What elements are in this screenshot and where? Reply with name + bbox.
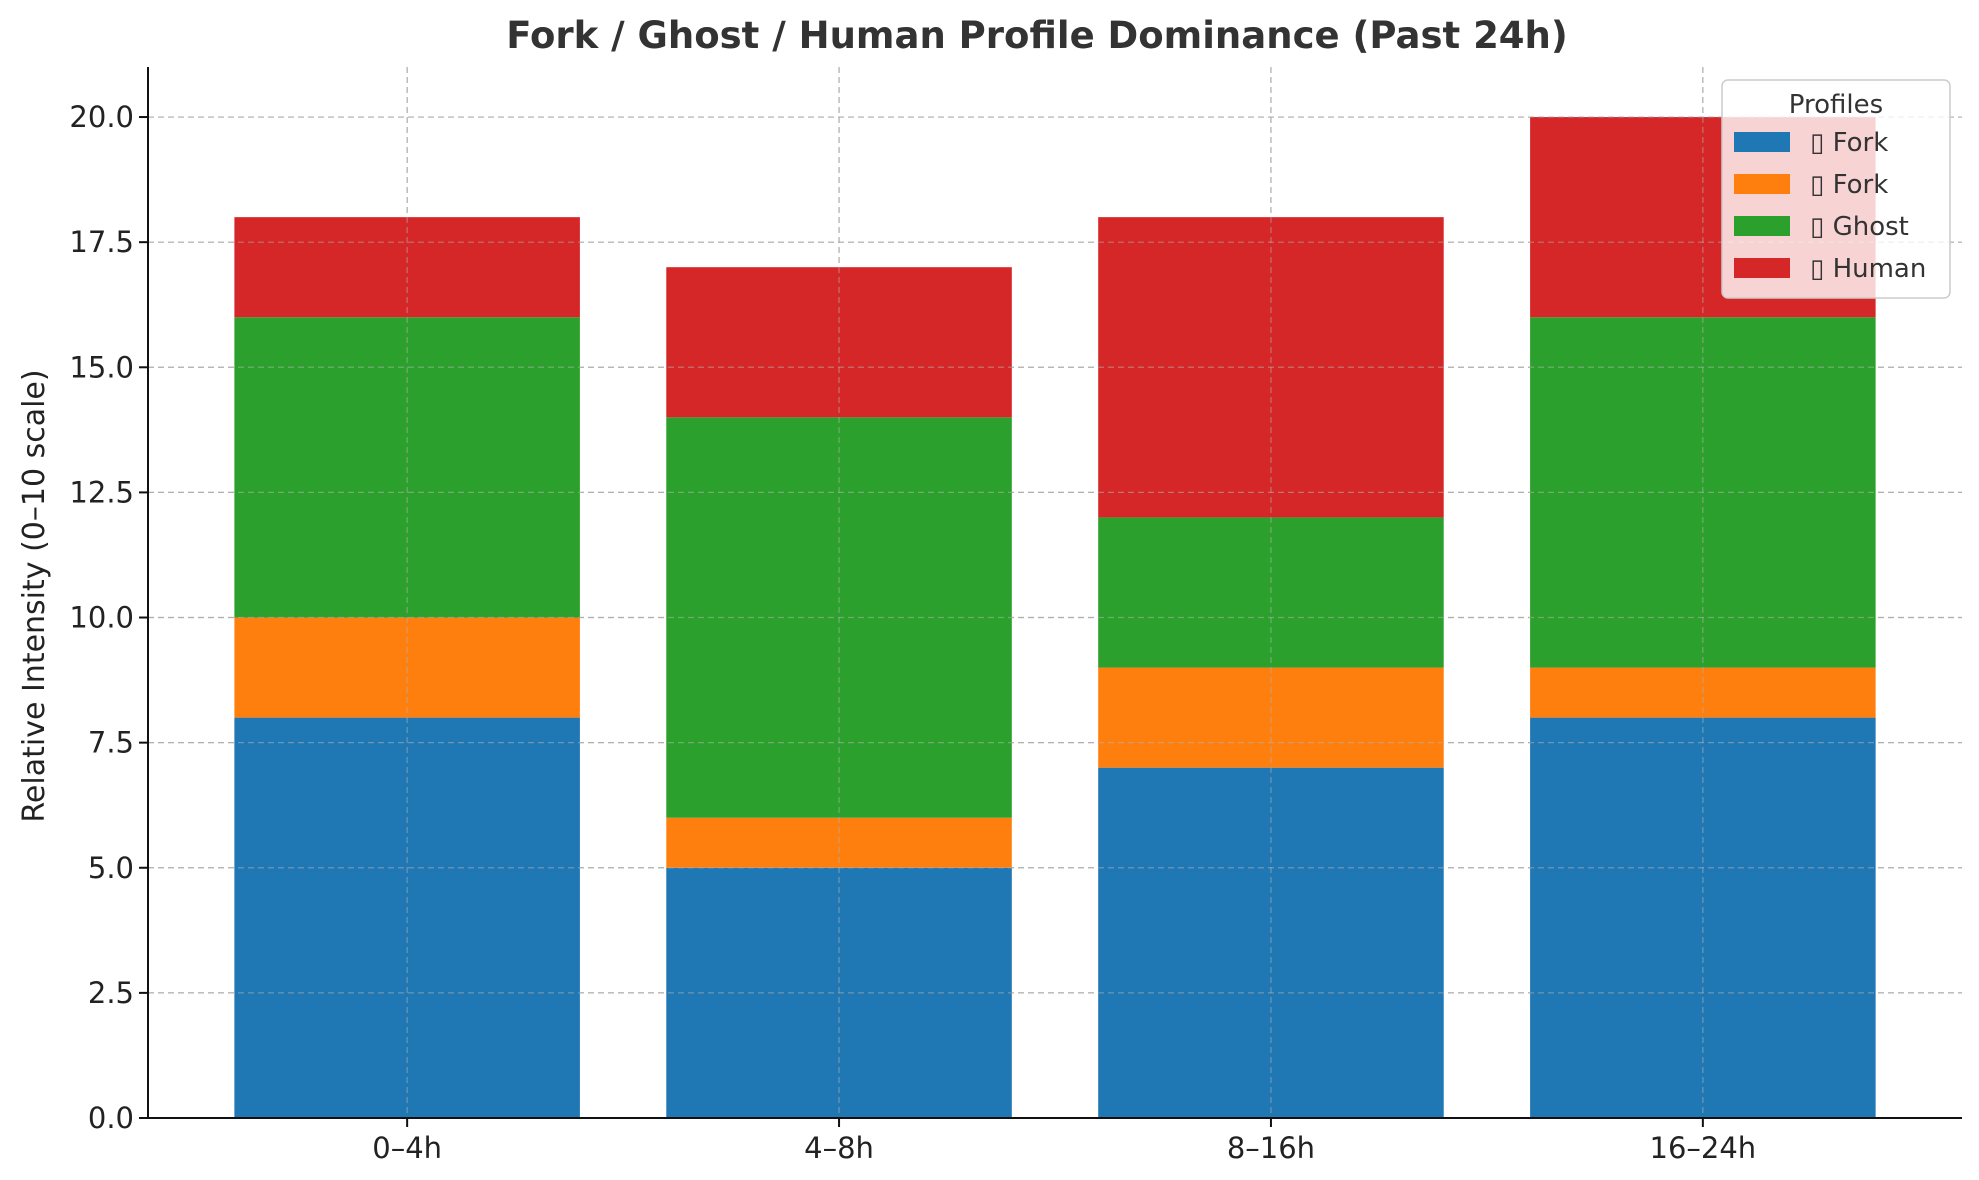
x-tick-label: 16–24h xyxy=(1650,1131,1757,1165)
legend-entry: ▯ Human xyxy=(1810,254,1926,284)
legend-swatch xyxy=(1734,216,1790,236)
legend-swatch xyxy=(1734,132,1790,152)
y-tick-label: 0.0 xyxy=(88,1101,134,1135)
legend-swatch xyxy=(1734,174,1790,194)
legend: Profiles ▯ Fork ▯ Fork ▯ Ghost ▯ Human xyxy=(1721,79,1951,299)
y-tick-label: 20.0 xyxy=(69,100,134,134)
y-tick-label: 7.5 xyxy=(88,726,134,760)
legend-entry: ▯ Fork xyxy=(1810,128,1888,158)
y-tick-label: 10.0 xyxy=(69,601,134,635)
y-ticks: 0.0 2.5 5.0 7.5 10.0 12.5 15.0 17.5 20.0 xyxy=(69,100,148,1135)
chart-title: Fork / Ghost / Human Profile Dominance (… xyxy=(506,14,1568,57)
x-tick-label: 4–8h xyxy=(804,1131,874,1165)
y-tick-label: 12.5 xyxy=(69,475,134,509)
x-ticks: 0–4h 4–8h 8–16h 16–24h xyxy=(372,1118,1756,1165)
y-tick-label: 15.0 xyxy=(69,350,134,384)
legend-entry: ▯ Ghost xyxy=(1810,212,1909,242)
bars xyxy=(148,67,1962,1119)
x-tick-label: 8–16h xyxy=(1227,1131,1315,1165)
y-tick-label: 2.5 xyxy=(88,976,134,1010)
y-tick-label: 5.0 xyxy=(88,851,134,885)
legend-swatch xyxy=(1734,258,1790,278)
y-tick-label: 17.5 xyxy=(69,225,134,259)
y-axis-label: Relative Intensity (0–10 scale) xyxy=(17,369,52,822)
x-tick-label: 0–4h xyxy=(372,1131,442,1165)
legend-title: Profiles xyxy=(1789,90,1883,120)
legend-entry: ▯ Fork xyxy=(1810,170,1888,200)
